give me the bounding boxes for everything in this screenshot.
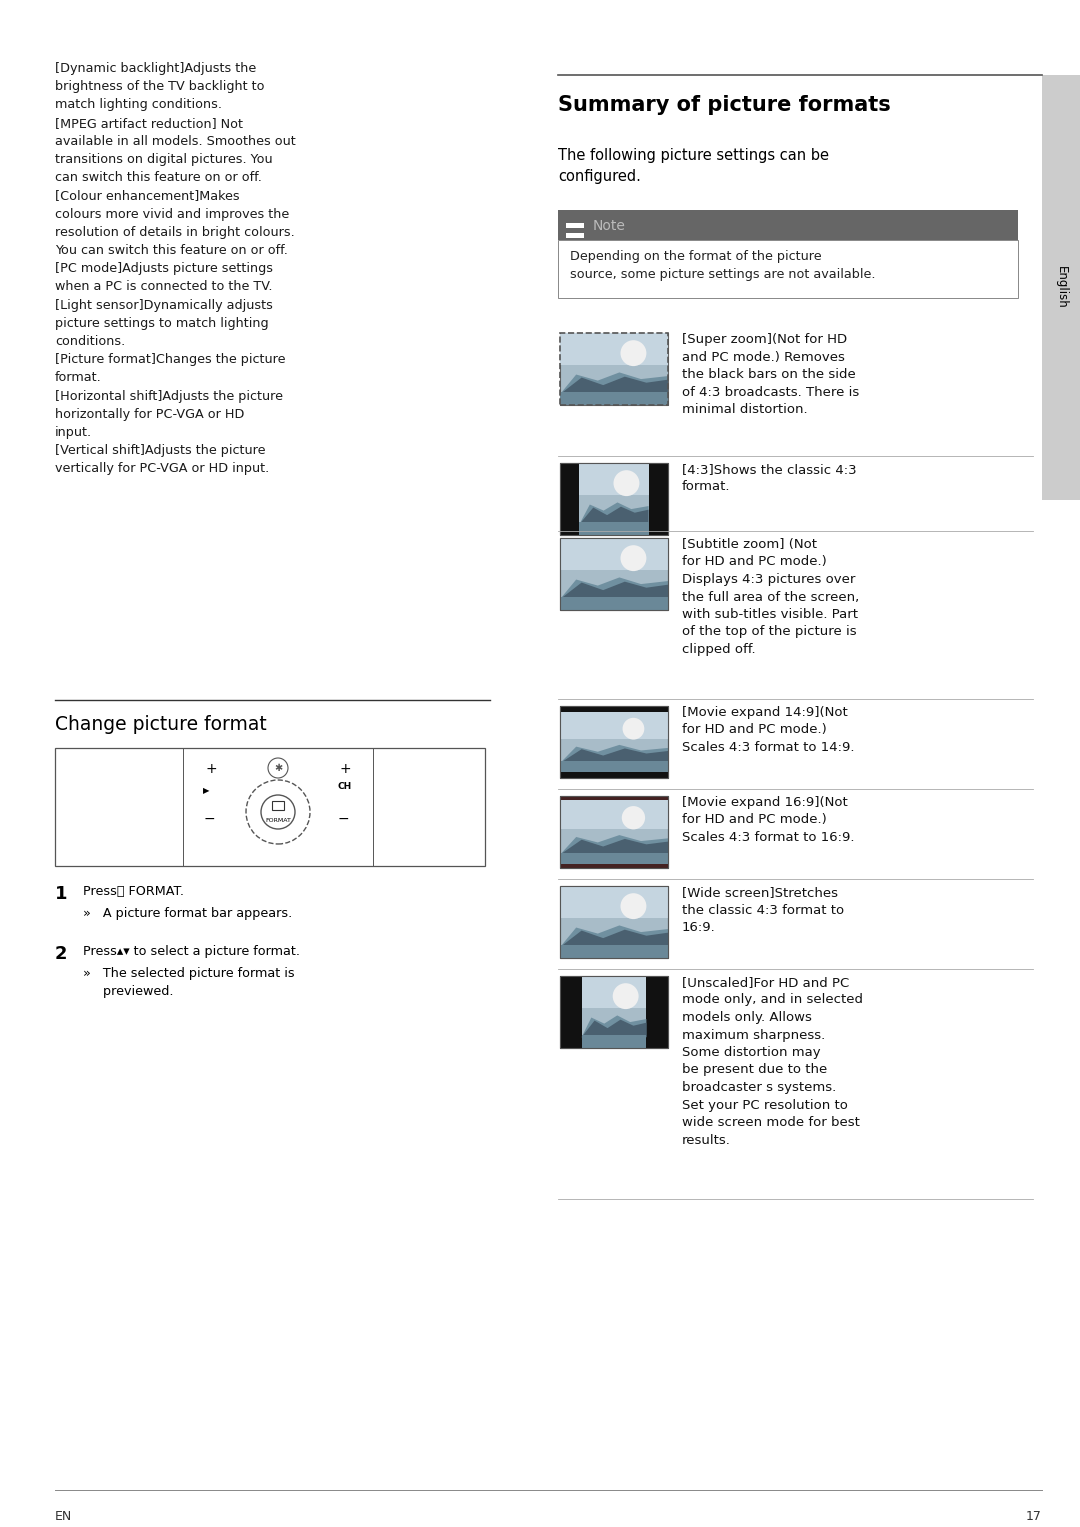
- Text: Summary of picture formats: Summary of picture formats: [558, 95, 891, 115]
- Bar: [561, 333, 669, 405]
- Text: English: English: [1054, 266, 1067, 308]
- Bar: [55, 748, 485, 866]
- Text: ✱: ✱: [274, 764, 282, 773]
- Bar: [561, 705, 669, 777]
- Bar: [561, 762, 669, 773]
- Text: −: −: [337, 812, 349, 826]
- Bar: [561, 976, 669, 1048]
- Text: 17: 17: [1026, 1510, 1042, 1522]
- Bar: [561, 886, 669, 957]
- Circle shape: [622, 718, 645, 739]
- Polygon shape: [561, 930, 669, 947]
- Polygon shape: [561, 748, 669, 764]
- Bar: [582, 1035, 647, 1048]
- Bar: [561, 463, 580, 534]
- Bar: [561, 886, 669, 957]
- Bar: [558, 240, 1018, 298]
- Text: CH: CH: [338, 782, 352, 791]
- Text: +: +: [205, 762, 217, 776]
- Text: +: +: [339, 762, 351, 776]
- Bar: [561, 976, 669, 1048]
- Bar: [561, 705, 669, 712]
- Text: [4:3]Shows the classic 4:3
format.: [4:3]Shows the classic 4:3 format.: [681, 463, 856, 493]
- Bar: [561, 538, 669, 571]
- Bar: [1042, 75, 1080, 499]
- Polygon shape: [580, 502, 649, 524]
- Bar: [580, 522, 649, 534]
- Text: »   A picture format bar appears.: » A picture format bar appears.: [83, 907, 293, 919]
- Bar: [561, 852, 669, 864]
- Circle shape: [621, 545, 647, 571]
- Bar: [566, 223, 584, 228]
- Bar: [561, 333, 669, 405]
- Text: −: −: [203, 812, 215, 826]
- Bar: [561, 597, 669, 609]
- Text: [Super zoom](Not for HD
and PC mode.) Removes
the black bars on the side
of 4:3 : [Super zoom](Not for HD and PC mode.) Re…: [681, 333, 860, 415]
- Bar: [561, 976, 582, 1048]
- Bar: [561, 392, 669, 405]
- Polygon shape: [561, 373, 669, 394]
- Bar: [561, 796, 669, 867]
- Bar: [561, 705, 669, 777]
- Bar: [561, 886, 669, 918]
- Bar: [561, 945, 669, 957]
- Polygon shape: [561, 835, 669, 855]
- Text: Press⎗ FORMAT.: Press⎗ FORMAT.: [83, 886, 184, 898]
- Text: »   The selected picture format is: » The selected picture format is: [83, 967, 295, 980]
- Text: Press▴▾ to select a picture format.: Press▴▾ to select a picture format.: [83, 945, 300, 957]
- Polygon shape: [561, 377, 669, 394]
- Bar: [561, 538, 669, 609]
- Bar: [582, 976, 647, 1008]
- Text: 1: 1: [55, 886, 67, 902]
- Text: ▶: ▶: [203, 786, 210, 796]
- Text: 2: 2: [55, 945, 67, 964]
- Bar: [561, 538, 669, 548]
- Polygon shape: [561, 745, 669, 764]
- Text: [Movie expand 14:9](Not
for HD and PC mode.)
Scales 4:3 format to 14:9.: [Movie expand 14:9](Not for HD and PC mo…: [681, 705, 854, 754]
- Circle shape: [612, 983, 638, 1009]
- Bar: [561, 463, 669, 534]
- Text: Note: Note: [593, 218, 626, 234]
- Polygon shape: [582, 1015, 647, 1037]
- Text: The following picture settings can be
conﬁgured.: The following picture settings can be co…: [558, 148, 829, 183]
- Text: [Wide screen]Stretches
the classic 4:3 format to
16:9.: [Wide screen]Stretches the classic 4:3 f…: [681, 886, 845, 935]
- Text: EN: EN: [55, 1510, 72, 1522]
- Bar: [272, 802, 284, 809]
- Text: [Movie expand 16:9](Not
for HD and PC mode.)
Scales 4:3 format to 16:9.: [Movie expand 16:9](Not for HD and PC mo…: [681, 796, 854, 844]
- Text: FORMAT: FORMAT: [265, 817, 291, 823]
- Bar: [561, 463, 669, 534]
- Bar: [561, 864, 669, 867]
- Polygon shape: [561, 838, 669, 855]
- Circle shape: [613, 470, 639, 496]
- Polygon shape: [561, 582, 669, 599]
- Bar: [561, 796, 669, 800]
- Bar: [561, 800, 669, 829]
- Bar: [649, 463, 669, 534]
- Text: [Dynamic backlight]Adjusts the
brightness of the TV backlight to
match lighting : [Dynamic backlight]Adjusts the brightnes…: [55, 63, 296, 475]
- Polygon shape: [580, 507, 649, 524]
- Text: [Unscaled]For HD and PC
mode only, and in selected
models only. Allows
maximum s: [Unscaled]For HD and PC mode only, and i…: [681, 976, 863, 1147]
- Circle shape: [621, 341, 647, 366]
- Text: Change picture format: Change picture format: [55, 715, 267, 734]
- Bar: [561, 538, 669, 609]
- Bar: [558, 211, 1018, 240]
- Bar: [561, 712, 669, 739]
- Text: previewed.: previewed.: [83, 985, 174, 999]
- Text: Depending on the format of the picture
source, some picture settings are not ava: Depending on the format of the picture s…: [570, 250, 876, 281]
- Polygon shape: [582, 1020, 647, 1037]
- Circle shape: [622, 806, 645, 829]
- Bar: [647, 976, 669, 1048]
- Bar: [561, 796, 669, 867]
- Circle shape: [621, 893, 647, 919]
- Polygon shape: [561, 577, 669, 599]
- Bar: [566, 234, 584, 238]
- Bar: [561, 773, 669, 777]
- Bar: [561, 333, 669, 365]
- Polygon shape: [561, 925, 669, 947]
- Bar: [580, 463, 649, 495]
- Text: [Subtitle zoom] (Not
for HD and PC mode.)
Displays 4:3 pictures over
the full ar: [Subtitle zoom] (Not for HD and PC mode.…: [681, 538, 860, 657]
